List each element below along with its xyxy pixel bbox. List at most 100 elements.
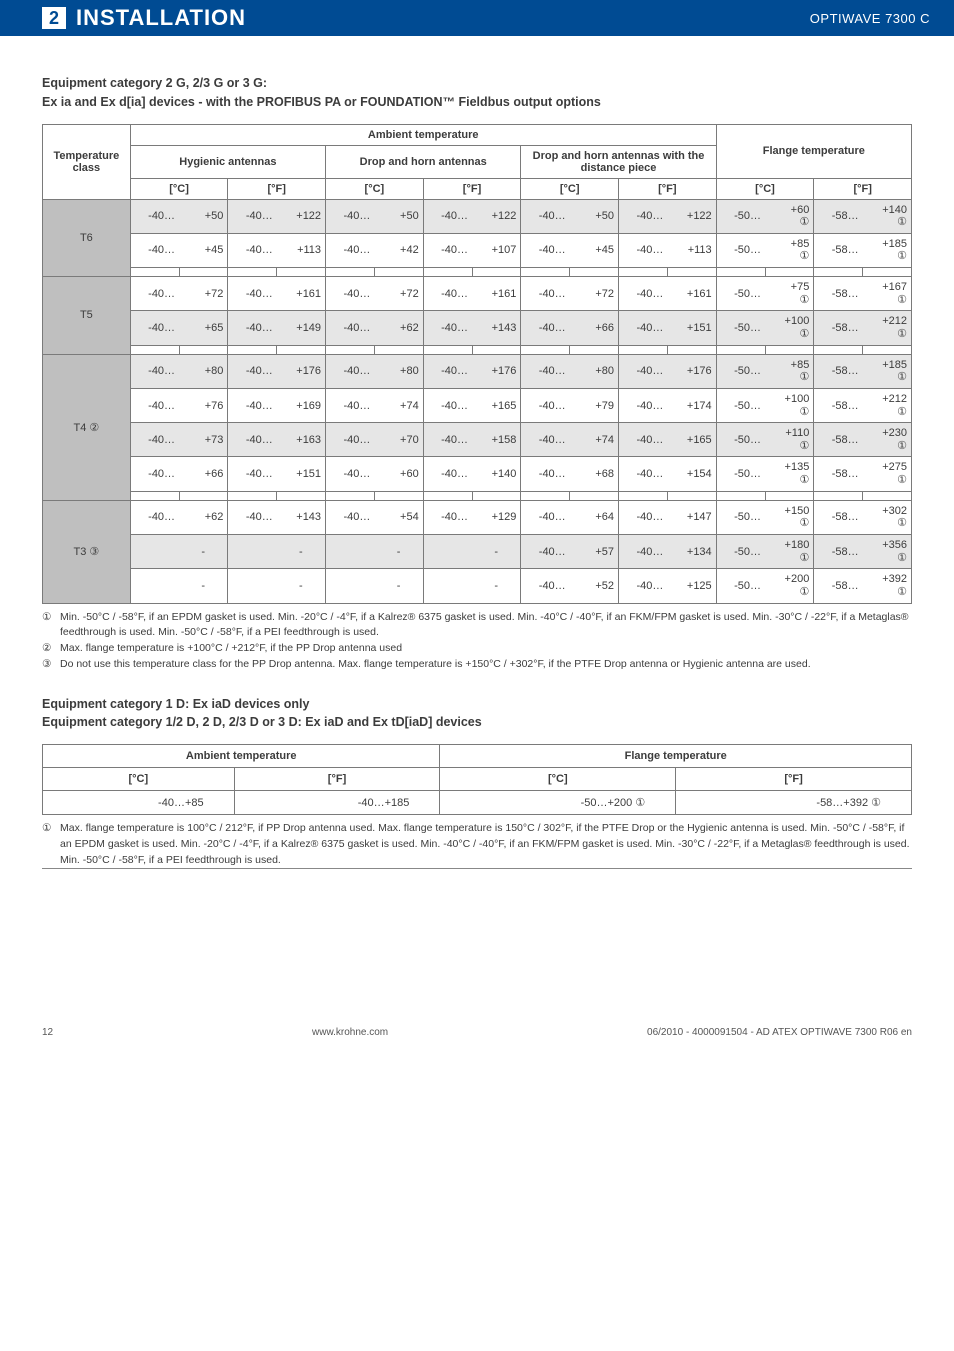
table-cell: -50… bbox=[716, 354, 765, 388]
t2-amb-c: -40…+85 bbox=[43, 791, 235, 815]
table-cell: -50… bbox=[716, 311, 765, 345]
table-cell: -40… bbox=[130, 354, 179, 388]
heading2-line2: Equipment category 1/2 D, 2 D, 2/3 D or … bbox=[42, 713, 912, 732]
table-cell: -40… bbox=[326, 233, 375, 267]
table-cell: -40… bbox=[521, 535, 570, 569]
table-cell: +113 bbox=[667, 233, 716, 267]
table-cell: - bbox=[472, 535, 521, 569]
page-content: Equipment category 2 G, 2/3 G or 3 G: Ex… bbox=[0, 36, 954, 868]
t2-unit-f: [°F] bbox=[234, 768, 440, 791]
header-left: 2 INSTALLATION bbox=[0, 5, 246, 31]
note-2: ②Max. flange temperature is +100°C / +21… bbox=[42, 641, 912, 657]
table-cell: -50… bbox=[716, 423, 765, 457]
table-cell: +70 bbox=[374, 423, 423, 457]
table-cell: -50… bbox=[716, 199, 765, 233]
separator-row bbox=[43, 268, 912, 277]
table-row: -40…+66-40…+151-40…+60-40…+140-40…+68-40… bbox=[43, 457, 912, 491]
table-cell: +161 bbox=[277, 277, 326, 311]
page-footer: 12 www.krohne.com 06/2010 - 4000091504 -… bbox=[0, 1009, 954, 1062]
table-cell: +74 bbox=[374, 388, 423, 422]
table-cell: - bbox=[277, 535, 326, 569]
table-cell: +80 bbox=[179, 354, 228, 388]
table-cell: -40… bbox=[423, 500, 472, 534]
table-cell: +158 bbox=[472, 423, 521, 457]
table-cell: +185① bbox=[863, 233, 912, 267]
table-cell: -58… bbox=[814, 277, 863, 311]
table-cell: -40… bbox=[326, 354, 375, 388]
table-cell: - bbox=[472, 569, 521, 603]
table-cell bbox=[228, 535, 277, 569]
table-row: - - - --40…+52-40…+125-50…+200①-58…+392① bbox=[43, 569, 912, 603]
table-cell bbox=[228, 569, 277, 603]
table-cell: +45 bbox=[179, 233, 228, 267]
table-cell: +302① bbox=[863, 500, 912, 534]
table-cell: -40… bbox=[228, 277, 277, 311]
table-row: T3 ③-40…+62-40…+143-40…+54-40…+129-40…+6… bbox=[43, 500, 912, 534]
note-3-text: Do not use this temperature class for th… bbox=[60, 657, 811, 673]
product-name: OPTIWAVE 7300 C bbox=[810, 11, 930, 26]
table-row: -40…+65-40…+149-40…+62-40…+143-40…+66-40… bbox=[43, 311, 912, 345]
table-cell: -58… bbox=[814, 457, 863, 491]
table-cell: -58… bbox=[814, 569, 863, 603]
separator-row bbox=[43, 491, 912, 500]
table-cell: +149 bbox=[277, 311, 326, 345]
table-cell: +107 bbox=[472, 233, 521, 267]
t2-ambient: Ambient temperature bbox=[43, 745, 440, 768]
table-row: T4 ②-40…+80-40…+176-40…+80-40…+176-40…+8… bbox=[43, 354, 912, 388]
note2-1-text: Max. flange temperature is 100°C / 212°F… bbox=[60, 821, 912, 868]
table-cell: -40… bbox=[619, 569, 668, 603]
table-cell: -50… bbox=[716, 457, 765, 491]
table-cell: -40… bbox=[130, 500, 179, 534]
table-cell: -40… bbox=[130, 233, 179, 267]
t2-unit-f: [°F] bbox=[676, 768, 912, 791]
th-ambient: Ambient temperature bbox=[130, 124, 716, 145]
table-cell: +140① bbox=[863, 199, 912, 233]
table-row: T5-40…+72-40…+161-40…+72-40…+161-40…+72-… bbox=[43, 277, 912, 311]
table-cell: -40… bbox=[130, 277, 179, 311]
table-cell: +147 bbox=[667, 500, 716, 534]
table-cell: +200① bbox=[765, 569, 814, 603]
table-cell: -40… bbox=[130, 199, 179, 233]
table-cell: +45 bbox=[570, 233, 619, 267]
table-cell: +54 bbox=[374, 500, 423, 534]
t2-unit-c: [°C] bbox=[43, 768, 235, 791]
th-temp-class: Temperature class bbox=[43, 124, 131, 199]
table-cell: +50 bbox=[570, 199, 619, 233]
table-cell: -40… bbox=[521, 423, 570, 457]
table-cell: -50… bbox=[716, 500, 765, 534]
table-cell: -40… bbox=[619, 457, 668, 491]
temp-class-cell: T6 bbox=[43, 199, 131, 277]
table-cell: +176 bbox=[277, 354, 326, 388]
table-cell: -40… bbox=[423, 233, 472, 267]
table-cell: -40… bbox=[423, 457, 472, 491]
table-cell: -40… bbox=[130, 388, 179, 422]
table-cell: -40… bbox=[423, 354, 472, 388]
table-cell: +169 bbox=[277, 388, 326, 422]
table-cell: -40… bbox=[130, 457, 179, 491]
footer-site: www.krohne.com bbox=[312, 1027, 388, 1038]
table-cell: -58… bbox=[814, 423, 863, 457]
table-cell: -40… bbox=[326, 311, 375, 345]
table-cell: +100① bbox=[765, 311, 814, 345]
header-bar: 2 INSTALLATION OPTIWAVE 7300 C bbox=[0, 0, 954, 36]
table-cell: - bbox=[179, 535, 228, 569]
table-cell: +57 bbox=[570, 535, 619, 569]
table-cell: -40… bbox=[521, 311, 570, 345]
note-1: ①Min. -50°C / -58°F, if an EPDM gasket i… bbox=[42, 610, 912, 642]
t2-fl-f: -58…+392 ① bbox=[676, 791, 912, 815]
table-cell: +50 bbox=[374, 199, 423, 233]
table-cell: -40… bbox=[326, 500, 375, 534]
t2-unit-c: [°C] bbox=[440, 768, 676, 791]
unit-c: [°C] bbox=[521, 178, 619, 199]
note2-1: ①Max. flange temperature is 100°C / 212°… bbox=[42, 821, 912, 868]
table-cell: +52 bbox=[570, 569, 619, 603]
table-cell: - bbox=[179, 569, 228, 603]
table-cell: -40… bbox=[521, 388, 570, 422]
unit-c: [°C] bbox=[130, 178, 228, 199]
table-cell: +64 bbox=[570, 500, 619, 534]
table-cell: +65 bbox=[179, 311, 228, 345]
table-cell: +122 bbox=[667, 199, 716, 233]
table-cell: -58… bbox=[814, 354, 863, 388]
table-cell bbox=[130, 535, 179, 569]
table-cell: +72 bbox=[570, 277, 619, 311]
